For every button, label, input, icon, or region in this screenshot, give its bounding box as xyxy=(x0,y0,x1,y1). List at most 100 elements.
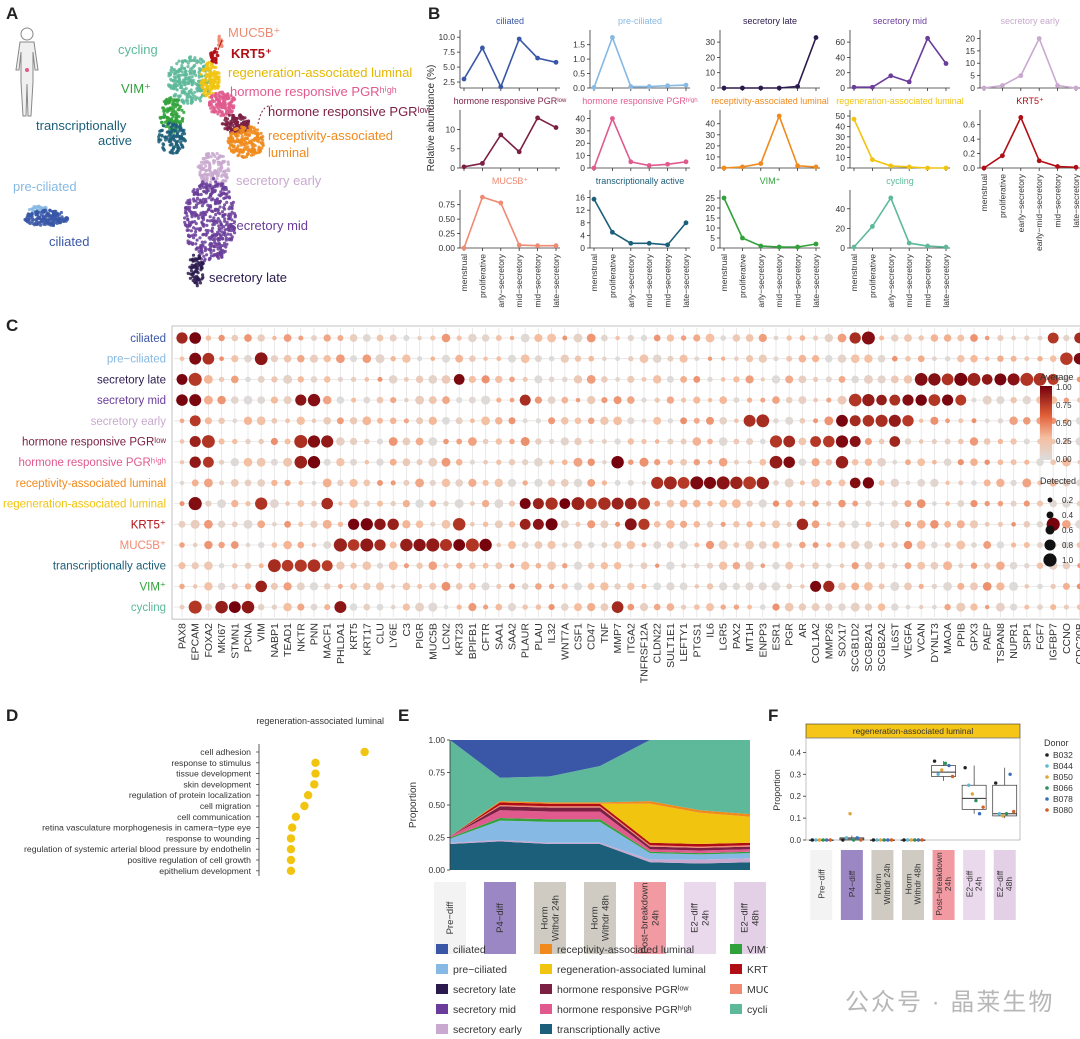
c-dot xyxy=(271,376,278,383)
umap-point xyxy=(177,59,181,63)
c-dot xyxy=(496,459,502,465)
c-dot xyxy=(481,375,490,384)
c-dot xyxy=(232,418,238,424)
umap-point xyxy=(243,140,247,144)
umap-point xyxy=(213,240,217,244)
umap-point xyxy=(208,193,212,198)
f-donor-point xyxy=(814,838,818,842)
f-donor-point xyxy=(855,836,859,840)
umap-point xyxy=(256,139,260,143)
b-x-tick-label: early−mid−secretory xyxy=(904,253,914,308)
c-dot xyxy=(573,540,583,550)
c-dot xyxy=(178,562,186,570)
c-dot xyxy=(271,417,278,424)
c-dot xyxy=(1036,458,1044,467)
c-dot xyxy=(760,563,766,569)
umap-point xyxy=(200,260,204,265)
c-dot xyxy=(243,395,253,405)
umap-point xyxy=(246,121,250,125)
f-category-label: Horm xyxy=(904,874,914,895)
umap-point xyxy=(223,127,227,131)
umap-point xyxy=(250,143,254,147)
umap-point xyxy=(34,213,38,217)
b-point xyxy=(1055,164,1060,169)
c-dot xyxy=(179,418,185,424)
umap-point xyxy=(198,236,202,240)
b-point xyxy=(498,84,504,90)
c-dot xyxy=(336,417,344,425)
umap-point xyxy=(183,211,187,215)
c-dot xyxy=(1009,603,1018,611)
c-dot xyxy=(718,437,728,446)
b-y-tick-label: 20 xyxy=(836,142,846,152)
c-gene-label: NKTR xyxy=(295,623,307,652)
f-category-box xyxy=(871,850,894,920)
c-gene-label: KRT23 xyxy=(454,623,466,656)
umap-cluster-secretory-late xyxy=(186,253,205,288)
c-dot xyxy=(204,603,212,611)
c-dot xyxy=(203,374,213,384)
panel-letter-a: A xyxy=(6,4,19,23)
umap-point xyxy=(242,123,246,127)
f-donor-point xyxy=(889,838,894,842)
umap-point xyxy=(203,240,207,244)
b-x-tick-label: early−secretory xyxy=(496,253,506,308)
f-donor-point xyxy=(1008,772,1012,776)
c-dot xyxy=(443,604,449,610)
c-dot xyxy=(931,583,938,590)
c-dot xyxy=(348,518,360,530)
umap-point xyxy=(178,124,182,128)
umap-point xyxy=(192,236,196,240)
umap-point xyxy=(213,209,217,213)
b-point xyxy=(646,84,652,89)
umap-point xyxy=(190,75,194,79)
c-dot xyxy=(403,418,409,424)
c-dot xyxy=(440,539,452,551)
d-title: regeneration-associated luminal xyxy=(256,716,384,726)
umap-point xyxy=(209,254,213,258)
c-dot xyxy=(970,354,978,363)
c-dot xyxy=(441,333,451,343)
c-dot xyxy=(876,394,887,406)
b-x-tick-label: mid−secretory xyxy=(663,253,673,307)
c-gene-label: TSPAN8 xyxy=(995,623,1007,663)
umap-point xyxy=(194,73,198,77)
b-point xyxy=(981,165,987,171)
c-dot xyxy=(758,333,767,343)
b-y-tick-label: 0.6 xyxy=(963,120,975,130)
c-dot xyxy=(888,414,901,427)
umap-point xyxy=(216,208,220,212)
b-y-tick-label: 0.0 xyxy=(573,83,585,93)
umap-point xyxy=(232,226,236,230)
umap-point xyxy=(222,105,226,109)
c-dot xyxy=(601,439,607,444)
c-dot xyxy=(852,500,859,507)
umap-point xyxy=(194,97,198,102)
umap-point xyxy=(189,229,193,233)
c-dot xyxy=(519,498,531,510)
c-row-label: MUC5B⁺ xyxy=(120,540,166,552)
b-point xyxy=(1055,83,1060,88)
umap-point xyxy=(205,161,209,165)
c-dot xyxy=(403,479,410,486)
c-gene-label: CLU xyxy=(375,623,387,644)
c-dot xyxy=(848,393,862,407)
c-dot xyxy=(244,354,252,363)
c-dot xyxy=(958,418,964,424)
umap-point xyxy=(202,254,206,258)
f-category-label: Pre−diff xyxy=(816,869,826,899)
c-dot xyxy=(231,499,239,508)
umap-point xyxy=(56,218,60,222)
umap-point xyxy=(217,224,221,228)
c-dot xyxy=(494,520,503,529)
c-dot xyxy=(192,542,198,548)
c-dot xyxy=(692,499,701,508)
c-dot xyxy=(468,396,476,404)
c-dot xyxy=(1024,356,1030,362)
b-x-tick-label: early−mid−secretory xyxy=(1034,173,1044,251)
f-legend-label: B066 xyxy=(1053,783,1073,793)
umap-cluster-krt5 xyxy=(209,47,220,65)
b-y-tick-label: 20 xyxy=(836,223,846,233)
